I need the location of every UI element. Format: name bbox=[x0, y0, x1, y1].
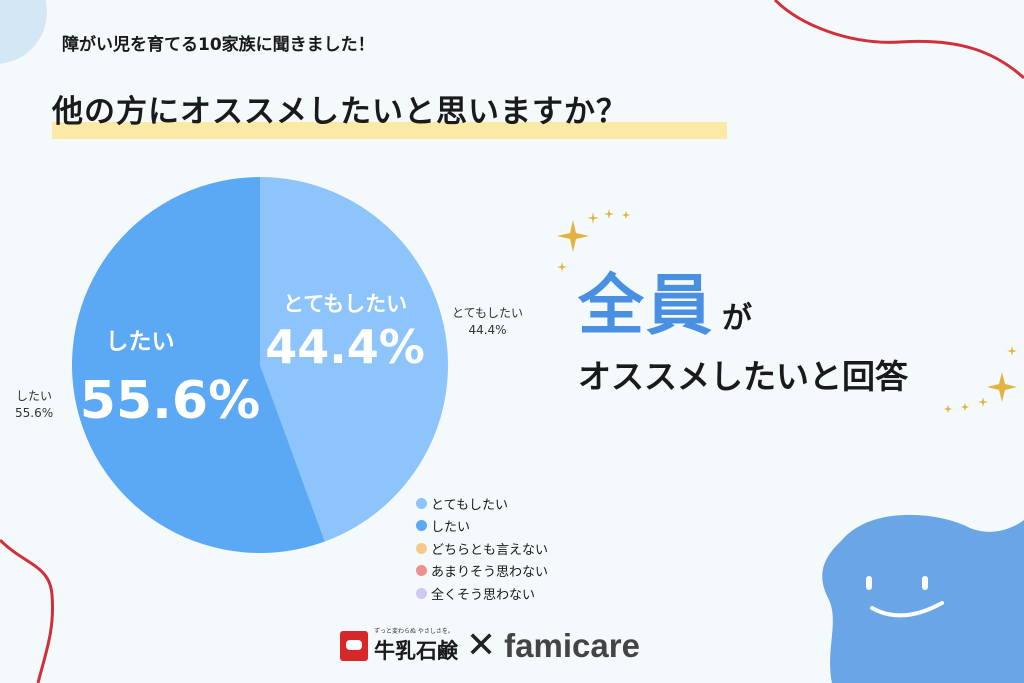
cow-brand-logo-icon bbox=[340, 630, 368, 661]
legend-item: あまりそう思わない bbox=[416, 560, 548, 583]
bottom-left-red-curve bbox=[0, 538, 55, 683]
legend-label: あまりそう思わない bbox=[431, 565, 549, 581]
sparkle-icon bbox=[1007, 346, 1017, 356]
blob-smile bbox=[870, 601, 944, 618]
sparkle-icon bbox=[587, 212, 599, 224]
legend-item: とてもしたい bbox=[416, 492, 548, 515]
outer-label-totemo-value: 44.4% bbox=[468, 323, 507, 337]
pie-slices bbox=[71, 177, 448, 553]
outer-label-shitai-value: 55.6% bbox=[15, 406, 54, 420]
legend-dot bbox=[416, 587, 427, 599]
survey-kicker: 障がい児を育てる10家族に聞きました！ bbox=[62, 35, 375, 55]
legend-dot bbox=[416, 520, 427, 532]
slice-value-shitai: 55.6% bbox=[80, 371, 260, 431]
top-left-circle bbox=[0, 0, 47, 64]
headline-emphasis: 全員 bbox=[578, 267, 714, 344]
smiling-blob bbox=[822, 514, 1024, 683]
sparkle-icon bbox=[622, 211, 630, 219]
legend-item: したい bbox=[416, 515, 548, 538]
sparkles-upper bbox=[557, 209, 630, 272]
legend-dot bbox=[416, 565, 427, 577]
blob-right-eye bbox=[922, 576, 928, 590]
page-title: 他の方にオススメしたいと思いますか？ bbox=[52, 94, 628, 130]
slice-label-totemo: とてもしたい bbox=[283, 292, 407, 316]
outer-label-shitai: したい 55.6% bbox=[15, 388, 53, 422]
pie-slice-1 bbox=[71, 177, 325, 553]
title-highlight bbox=[52, 122, 727, 139]
outer-label-totemo-name: とてもしたい bbox=[452, 306, 524, 320]
sparkle-icon bbox=[987, 372, 1017, 402]
sparkle-icon bbox=[978, 397, 988, 407]
brand-name-jp: 牛乳石鹸 bbox=[374, 639, 458, 663]
legend-label: 全くそう思わない bbox=[431, 587, 536, 603]
brand-left: ずっと変わらぬ やさしさを。 牛乳石鹸 bbox=[374, 626, 458, 665]
legend-label: どちらとも言えない bbox=[431, 542, 549, 558]
legend-dot bbox=[416, 497, 427, 509]
sparkle-icon bbox=[944, 405, 952, 413]
legend-dot bbox=[416, 542, 427, 554]
legend-item: どちらとも言えない bbox=[416, 537, 548, 560]
outer-label-totemo: とてもしたい 44.4% bbox=[452, 305, 523, 339]
sparkle-icon bbox=[961, 403, 969, 411]
pie-slice-0 bbox=[260, 177, 448, 542]
headline-line-1: 全員が bbox=[578, 252, 752, 348]
top-right-red-curve bbox=[773, 0, 1024, 80]
sparkle-icon bbox=[557, 262, 567, 272]
slice-label-shitai: したい bbox=[106, 329, 175, 355]
pie-chart: とてもしたい 44.4% したい 55.6% bbox=[71, 177, 448, 553]
headline-line-2: オススメしたいと回答 bbox=[578, 357, 908, 396]
chart-legend: とてもしたい したい どちらとも言えない あまりそう思わない 全くそう思わない bbox=[416, 492, 548, 605]
collab-x-icon: ✕ bbox=[466, 625, 497, 666]
legend-item: 全くそう思わない bbox=[416, 582, 548, 605]
blob-left-eye bbox=[866, 576, 872, 590]
sparkles-lower bbox=[944, 346, 1017, 413]
pie-inner-labels: とてもしたい 44.4% したい 55.6% bbox=[80, 292, 425, 431]
sparkle-icon bbox=[604, 209, 614, 219]
brand-tagline: ずっと変わらぬ やさしさを。 bbox=[374, 628, 454, 635]
title-block: 他の方にオススメしたいと思いますか？ bbox=[52, 86, 727, 139]
brand-name-en: famicare bbox=[504, 626, 640, 664]
legend-label: したい bbox=[431, 520, 471, 536]
outer-label-shitai-name: したい bbox=[16, 389, 53, 403]
sparkle-icon bbox=[557, 220, 589, 252]
headline-particle: が bbox=[722, 301, 752, 336]
slice-value-totemo: 44.4% bbox=[265, 320, 425, 374]
legend-label: とてもしたい bbox=[431, 497, 508, 513]
brand-footer: ずっと変わらぬ やさしさを。 牛乳石鹸 ✕ famicare bbox=[340, 625, 640, 666]
